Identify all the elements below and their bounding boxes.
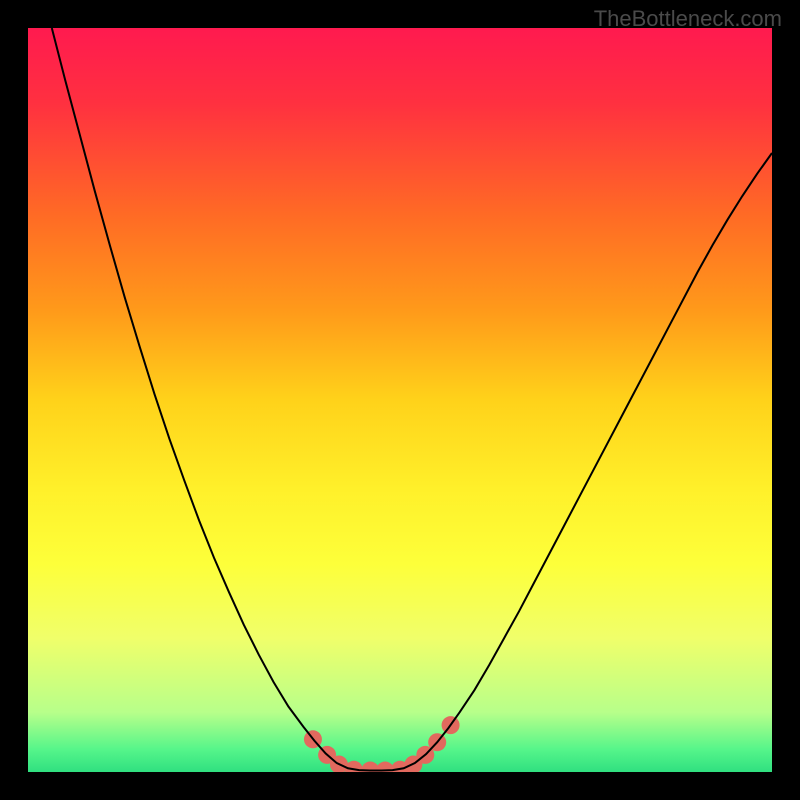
chart-frame [28,28,772,772]
chart-svg [28,28,772,772]
gradient-background [28,28,772,772]
watermark-text: TheBottleneck.com [594,6,782,32]
